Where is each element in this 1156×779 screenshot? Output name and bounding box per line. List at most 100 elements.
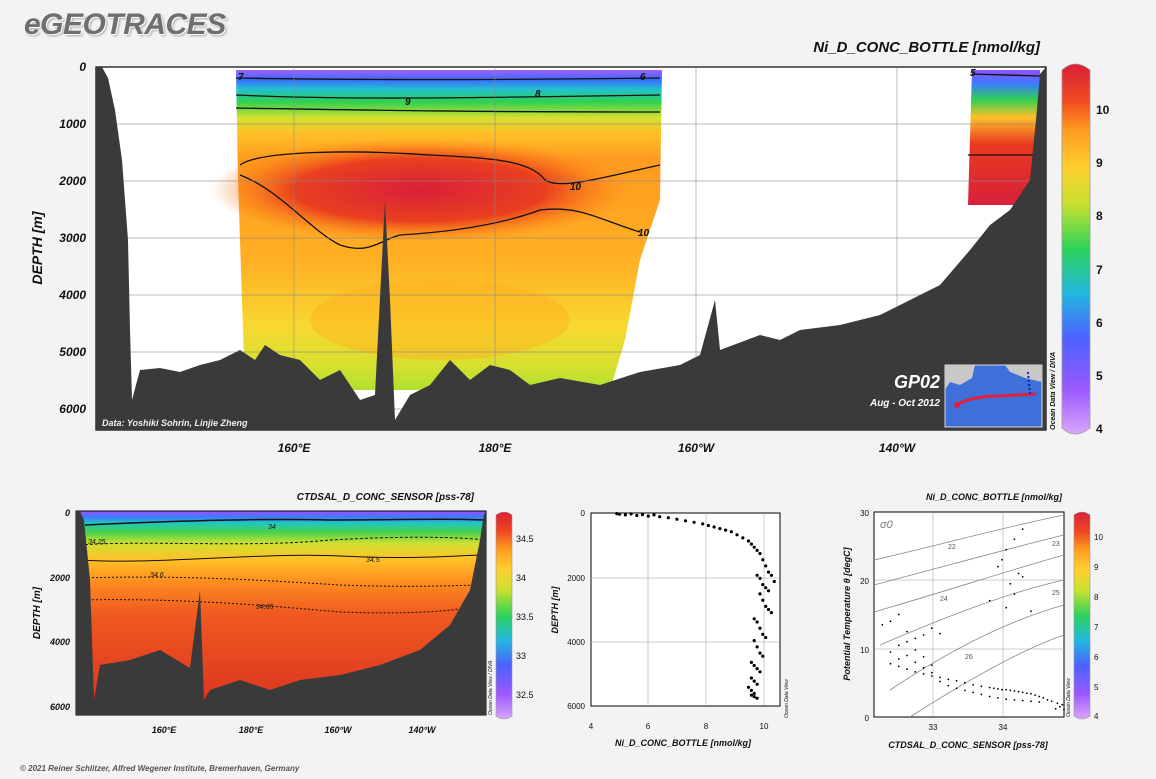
main-x-tick: 140°W <box>879 441 917 455</box>
sigma-label: σ0 <box>880 519 894 531</box>
ts-y-tick: 30 <box>860 509 869 518</box>
data-point <box>758 626 762 630</box>
contour-label: 9 <box>405 97 411 108</box>
ts-x-axis-label: CTDSAL_D_CONC_SENSOR [pss-78] <box>888 740 1049 750</box>
data-point <box>646 514 650 518</box>
colorbar-tick: 6 <box>1094 653 1099 662</box>
data-point <box>988 695 991 698</box>
data-point <box>769 611 774 615</box>
colorbar-tick: 7 <box>1094 623 1099 632</box>
main-y-tick: 4000 <box>58 288 86 302</box>
ts-plot-area <box>873 511 1065 718</box>
data-point <box>922 673 925 675</box>
data-point <box>755 682 759 686</box>
seafloor-topography <box>96 67 1046 430</box>
main-contours <box>235 73 1041 249</box>
data-point <box>955 687 958 690</box>
profile-y-tick: 2000 <box>567 574 585 583</box>
data-point <box>1001 558 1003 561</box>
salinity-y-tick: 0 <box>65 508 70 518</box>
data-point <box>652 513 656 517</box>
data-point <box>741 536 745 540</box>
contour-label: 10 <box>638 228 650 239</box>
profile-x-axis-label: Ni_D_CONC_BOTTLE [nmol/kg] <box>615 738 752 748</box>
ts-x-tick: 34 <box>999 723 1008 732</box>
data-point <box>997 697 999 699</box>
data-point <box>658 515 662 519</box>
data-point <box>764 604 768 609</box>
colorbar-tick: 33.5 <box>516 612 534 622</box>
profile-x-tick: 8 <box>704 722 709 731</box>
data-point <box>914 649 917 651</box>
colorbar-tick: 7 <box>1096 263 1103 277</box>
data-point <box>629 512 633 516</box>
data-point <box>1034 694 1036 696</box>
profile-points <box>615 511 776 700</box>
salinity-contours <box>79 518 485 614</box>
data-point <box>764 635 768 640</box>
data-point <box>1009 582 1012 585</box>
cruise-period: Aug - Oct 2012 <box>869 398 940 409</box>
colorbar-tick: 4 <box>1096 422 1103 436</box>
data-point <box>718 527 722 531</box>
data-point <box>972 691 974 694</box>
data-point <box>1030 692 1032 695</box>
data-point <box>1030 610 1032 612</box>
colorbar-tick: 9 <box>1096 156 1103 170</box>
data-point <box>972 684 974 686</box>
data-point <box>1005 688 1008 691</box>
salinity-y-tick: 2000 <box>49 573 70 583</box>
data-point <box>712 525 716 529</box>
main-y-tick: 0 <box>79 60 86 74</box>
data-point <box>980 685 983 688</box>
copyright-notice: © 2021 Reiner Schlitzer, Alfred Wegener … <box>20 764 300 773</box>
inset-map <box>944 364 1043 428</box>
data-point <box>758 576 762 581</box>
data-point <box>939 680 941 683</box>
data-point <box>701 522 705 526</box>
salinity-y-axis-label: DEPTH [m] <box>32 586 43 639</box>
data-point <box>922 634 925 636</box>
main-y-tick: 2000 <box>58 174 86 188</box>
data-point <box>897 658 900 660</box>
contour-label: 10 <box>570 182 582 193</box>
main-y-tick: 6000 <box>59 402 86 416</box>
data-point <box>997 688 999 690</box>
data-point <box>1050 700 1053 703</box>
data-point <box>640 513 645 517</box>
ts-y-tick: 0 <box>865 714 870 723</box>
data-point <box>1025 692 1028 694</box>
salinity-title: CTDSAL_D_CONC_SENSOR [pss-78] <box>297 492 475 503</box>
ts-y-tick: 20 <box>860 577 869 586</box>
data-point <box>635 513 639 518</box>
colorbar-tick: 4 <box>1094 712 1099 721</box>
data-point <box>761 583 765 587</box>
data-point <box>749 693 754 697</box>
data-point <box>752 663 756 668</box>
data-point <box>1009 689 1012 692</box>
data-point <box>729 530 733 534</box>
data-point <box>761 632 765 637</box>
odv-watermark: Ocean Data View / DIVA <box>488 660 494 715</box>
contour-label: 7 <box>238 72 244 83</box>
data-point <box>906 630 908 633</box>
brand-logo: eGEOTRACES <box>24 8 226 41</box>
isopycnal-label: 25 <box>1052 590 1060 597</box>
data-point <box>724 528 728 532</box>
data-point <box>1005 698 1008 701</box>
colorbar-tick: 10 <box>1094 533 1103 542</box>
data-point <box>1021 691 1024 694</box>
profile-gridlines <box>591 513 780 706</box>
profile-y-axis-label: DEPTH [m] <box>550 585 560 633</box>
profile-x-tick: 4 <box>589 722 594 731</box>
data-point <box>755 667 759 671</box>
ts-y-tick: 10 <box>860 646 869 655</box>
data-point <box>1054 707 1057 710</box>
salinity-x-tick: 160°E <box>152 725 178 735</box>
data-point <box>746 539 751 543</box>
main-x-tick: 160°W <box>678 441 716 455</box>
data-point <box>752 679 756 683</box>
contour-label: 34.65 <box>256 604 274 611</box>
data-point <box>930 675 933 677</box>
data-point <box>766 607 771 612</box>
